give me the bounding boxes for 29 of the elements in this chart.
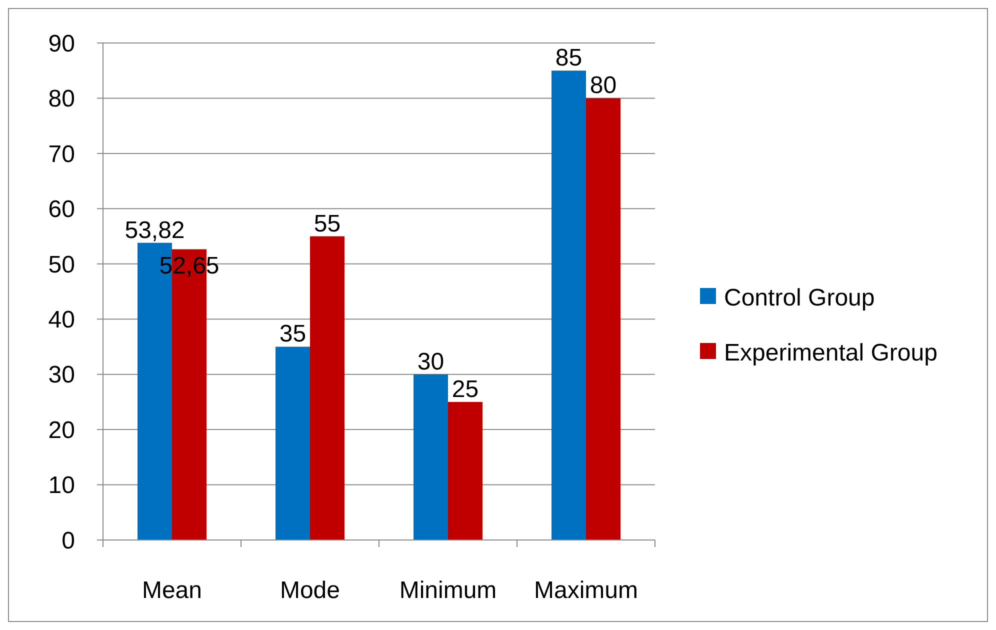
- y-tick-label: 80: [48, 86, 75, 113]
- y-tick-label: 50: [48, 251, 75, 278]
- x-tick-label: Maximum: [534, 577, 638, 604]
- y-tick-label: 0: [62, 527, 75, 554]
- data-label: 53,82: [124, 216, 185, 244]
- bar: [310, 236, 344, 540]
- y-tick-label: 70: [48, 140, 75, 168]
- x-tick-label: Minimum: [399, 577, 497, 604]
- bar: [448, 402, 482, 540]
- bar: [552, 70, 586, 540]
- y-tick-label: 10: [48, 472, 75, 500]
- x-tick-label: Mode: [280, 577, 340, 604]
- y-tick-label: 60: [48, 196, 75, 224]
- legend-label: Control Group: [724, 284, 875, 312]
- data-label: 30: [417, 348, 444, 376]
- data-label: 80: [590, 72, 617, 100]
- bar: [414, 374, 448, 540]
- data-label: 85: [555, 44, 582, 72]
- y-tick-label: 30: [48, 362, 75, 389]
- bar: [586, 98, 620, 540]
- data-label: 55: [314, 210, 341, 238]
- bar: [276, 346, 310, 540]
- data-label: 35: [279, 320, 306, 348]
- legend-label: Experimental Group: [724, 339, 938, 366]
- x-tick-label: Mean: [142, 577, 202, 604]
- y-tick-label: 90: [48, 30, 75, 58]
- data-label: 25: [452, 376, 479, 403]
- y-tick-label: 40: [48, 306, 75, 334]
- y-tick-label: 20: [48, 416, 75, 444]
